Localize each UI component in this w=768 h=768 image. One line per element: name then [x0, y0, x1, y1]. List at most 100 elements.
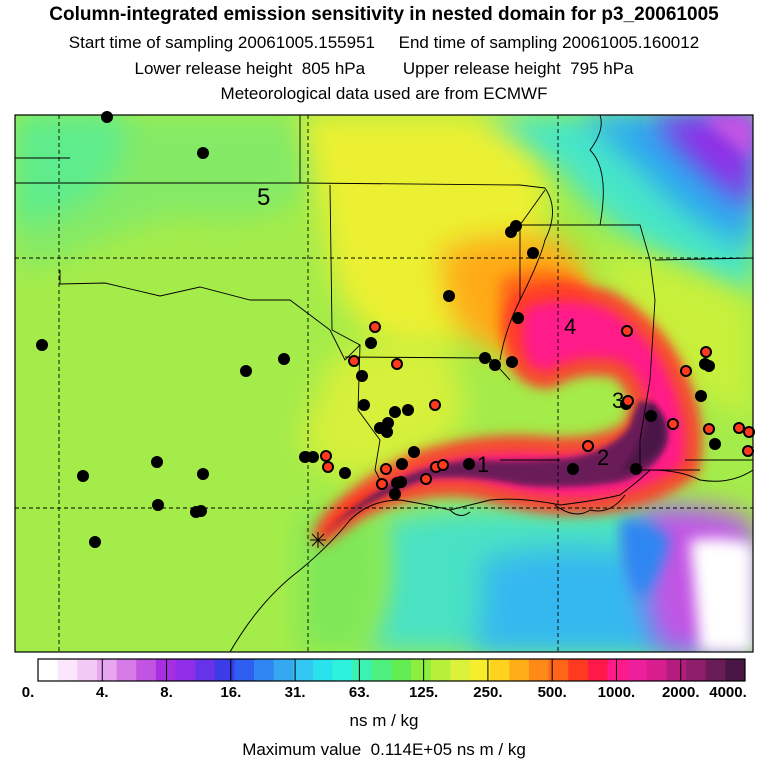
colorbar-swatch: [568, 659, 589, 681]
colorbar-swatch: [666, 659, 687, 681]
colorbar-tick-label: 125.: [409, 684, 439, 701]
station-marker: [89, 536, 101, 548]
station-marker: [36, 339, 48, 351]
region-label-5: 5: [257, 184, 270, 211]
station-marker: [408, 446, 420, 458]
colorbar-tick-label: 8.: [160, 684, 173, 701]
colorbar-tick-label: 16.: [220, 684, 242, 701]
colorbar-swatch: [175, 659, 196, 681]
sampling-times: Start time of sampling 20061005.155951 E…: [68, 33, 700, 52]
station-marker: [278, 353, 290, 365]
station-marker-red: [437, 459, 449, 471]
colorbar-tick-label: 63.: [348, 684, 370, 701]
region-label-1: 1: [477, 452, 489, 477]
colorbar-swatch: [57, 659, 78, 681]
station-marker-red: [322, 461, 334, 473]
colorbar-swatch: [38, 659, 58, 681]
station-marker-red: [703, 423, 715, 435]
station-marker: [339, 467, 351, 479]
colorbar-swatch: [312, 659, 333, 681]
colorbar-swatch: [725, 659, 746, 681]
station-marker: [567, 463, 579, 475]
colorbar-swatch: [587, 659, 608, 681]
station-marker: [527, 247, 539, 259]
station-marker: [630, 463, 642, 475]
colorbar-swatch: [705, 659, 726, 681]
colorbar-swatch: [293, 659, 314, 681]
station-marker-red: [667, 418, 679, 430]
station-marker: [505, 226, 517, 238]
colorbar-swatch: [273, 659, 294, 681]
station-marker: [307, 451, 319, 463]
colorbar-swatch: [646, 659, 667, 681]
colorbar-swatch: [450, 659, 471, 681]
colorbar-tick-label: 4.: [96, 684, 109, 701]
station-marker: [695, 390, 707, 402]
lat-lon-grid: [15, 115, 753, 652]
colorbar-swatch: [411, 659, 432, 681]
station-marker: [365, 337, 377, 349]
station-marker: [197, 468, 209, 480]
colorbar-swatch: [214, 659, 235, 681]
plot-title: Column-integrated emission sensitivity i…: [49, 4, 719, 25]
colorbar-swatch: [371, 659, 392, 681]
colorbar-tick-label: 0.: [21, 684, 35, 701]
colorbar-swatch: [548, 659, 569, 681]
station-marker: [152, 499, 164, 511]
station-marker: [195, 505, 207, 517]
colorbar-tick-label: 1000.: [597, 684, 636, 701]
station-marker: [703, 360, 715, 372]
station-marker: [240, 365, 252, 377]
maximum-value: Maximum value 0.114E+05 ns m / kg: [242, 740, 526, 759]
region-label-4: 4: [564, 314, 576, 339]
state-borders: [15, 115, 753, 481]
station-marker: [356, 370, 368, 382]
station-marker: [101, 111, 113, 123]
colorbar-swatch: [136, 659, 157, 681]
met-data-source: Meteorological data used are from ECMWF: [220, 84, 548, 103]
station-marker-red: [582, 440, 594, 452]
station-marker-red: [391, 358, 403, 370]
station-marker-red: [380, 463, 392, 475]
colorbar-swatch: [686, 659, 707, 681]
colorbar-swatch: [195, 659, 216, 681]
colorbar-swatch: [116, 659, 137, 681]
coastline: [229, 469, 753, 652]
release-heights: Lower release height 805 hPa Upper relea…: [134, 59, 634, 78]
station-marker-red: [680, 365, 692, 377]
region-label-3: 3: [612, 388, 624, 413]
colorbar-swatch: [77, 659, 98, 681]
colorbar-tick-label: 250.: [473, 684, 503, 701]
colorbar-swatch: [430, 659, 451, 681]
colorbar-swatch: [155, 659, 176, 681]
station-marker: [77, 470, 89, 482]
release-location-marker: [310, 532, 326, 548]
station-marker-red: [743, 426, 755, 438]
station-marker-red: [700, 346, 712, 358]
station-marker: [479, 352, 491, 364]
colorbar-swatch: [489, 659, 510, 681]
station-marker: [358, 399, 370, 411]
station-marker: [709, 438, 721, 450]
colorbar-tick-label: 31.: [284, 684, 306, 701]
colorbar-swatch: [254, 659, 274, 681]
station-marker: [443, 290, 455, 302]
station-marker: [395, 476, 407, 488]
station-marker: [197, 147, 209, 159]
station-marker: [389, 406, 401, 418]
station-marker: [489, 359, 501, 371]
station-marker: [463, 458, 475, 470]
colorbar-swatch: [528, 659, 549, 681]
colorbar-swatch: [509, 659, 530, 681]
station-marker-red: [621, 325, 633, 337]
station-marker: [645, 410, 657, 422]
station-marker: [151, 456, 163, 468]
station-marker-red: [420, 473, 432, 485]
station-marker-red: [348, 355, 360, 367]
station-marker-red: [320, 450, 332, 462]
colorbar-swatch: [234, 659, 255, 681]
colorbar-frame: [37, 658, 746, 682]
station-marker-red: [733, 422, 745, 434]
map-frame: [14, 114, 754, 653]
